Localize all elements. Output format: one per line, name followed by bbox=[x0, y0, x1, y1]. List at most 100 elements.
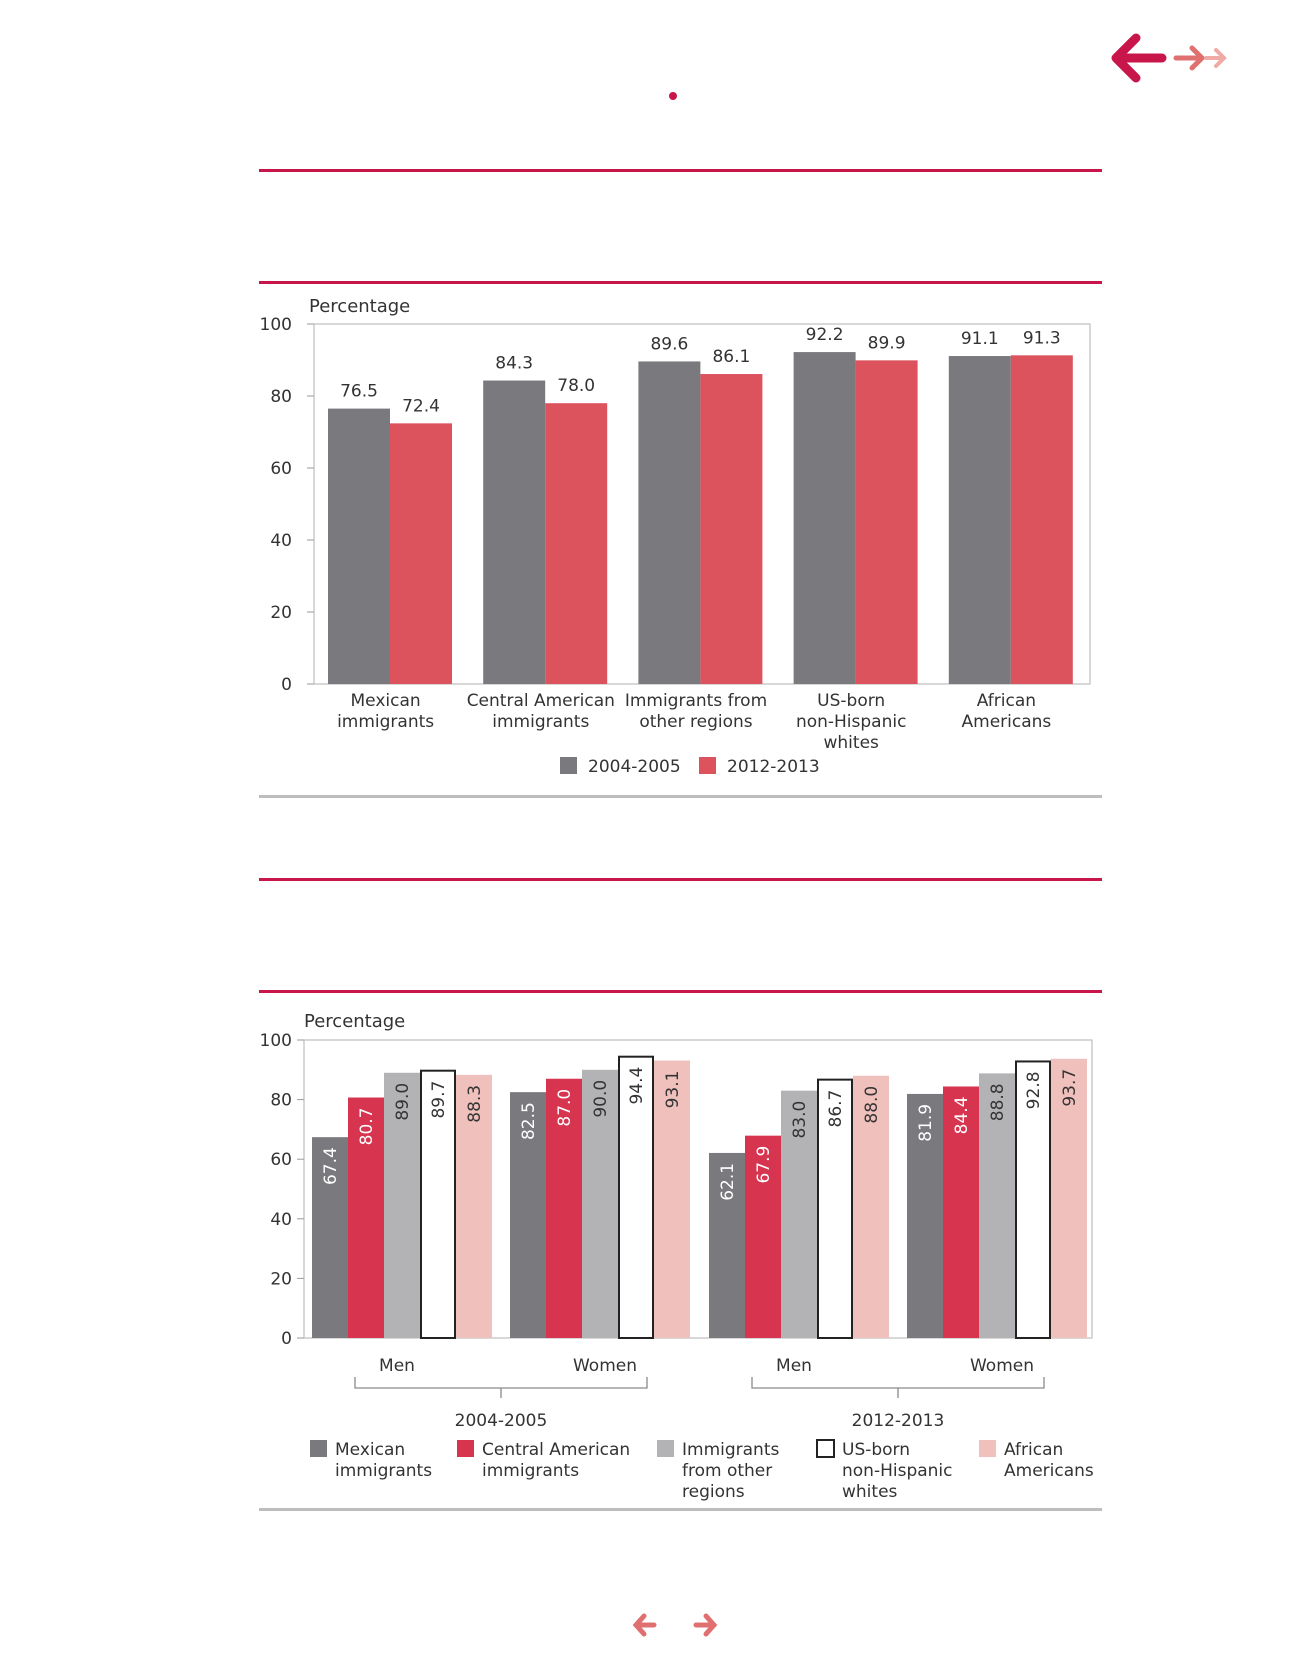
data-label: 67.4 bbox=[321, 1147, 341, 1185]
bar bbox=[618, 1055, 654, 1339]
legend-swatch bbox=[560, 757, 577, 774]
arrow-left-icon[interactable] bbox=[1108, 28, 1168, 88]
data-label: 82.5 bbox=[519, 1102, 539, 1140]
legend-swatch bbox=[979, 1440, 996, 1457]
x-tick-label: immigrants bbox=[492, 712, 589, 732]
legend-swatch bbox=[457, 1440, 474, 1457]
bar bbox=[328, 408, 390, 684]
data-label: 91.3 bbox=[1023, 328, 1061, 348]
data-label: 93.7 bbox=[1060, 1069, 1080, 1107]
data-label: 72.4 bbox=[402, 396, 440, 416]
section-rule-middle bbox=[259, 878, 1102, 881]
legend-swatch bbox=[657, 1440, 674, 1457]
data-label: 89.6 bbox=[650, 334, 688, 354]
legend-label: US-born bbox=[842, 1440, 910, 1460]
legend-label: immigrants bbox=[482, 1461, 579, 1481]
legend-label: Central American bbox=[482, 1440, 630, 1460]
group-bracket bbox=[354, 1377, 648, 1398]
legend-label: from other bbox=[682, 1461, 772, 1481]
page-dot-marker bbox=[669, 92, 677, 100]
bar bbox=[781, 1090, 817, 1338]
y-tick-label: 20 bbox=[270, 603, 292, 623]
double-arrow-right-icon[interactable] bbox=[1172, 40, 1230, 76]
group-period-label: 2004-2005 bbox=[455, 1411, 548, 1431]
data-label: 88.0 bbox=[862, 1086, 882, 1124]
subgroup-label: Men bbox=[379, 1356, 415, 1376]
arrow-right-icon[interactable] bbox=[692, 1612, 720, 1638]
data-label: 88.8 bbox=[988, 1083, 1008, 1121]
legend-label: 2012-2013 bbox=[727, 757, 820, 777]
bar bbox=[709, 1152, 745, 1338]
bar bbox=[582, 1069, 618, 1338]
data-label: 76.5 bbox=[340, 382, 378, 402]
legend-swatch bbox=[816, 1439, 835, 1458]
data-label: 80.7 bbox=[357, 1108, 377, 1146]
bar bbox=[312, 1137, 348, 1338]
bar bbox=[384, 1072, 420, 1338]
x-tick-label: Americans bbox=[962, 712, 1052, 732]
bar bbox=[390, 423, 452, 684]
legend-swatch bbox=[699, 757, 716, 774]
data-label: 62.1 bbox=[718, 1163, 738, 1201]
legend-label: Mexican bbox=[335, 1440, 405, 1460]
y-tick-label: 0 bbox=[281, 1329, 292, 1349]
chart-2: Percentage 0 20 40 60 80 100 67.4 80.7 89.0 89.7 88… bbox=[260, 1011, 1094, 1502]
bar bbox=[546, 1078, 582, 1338]
data-label: 86.1 bbox=[712, 347, 750, 367]
bar bbox=[1015, 1060, 1051, 1340]
data-label: 91.1 bbox=[961, 329, 999, 349]
data-label: 83.0 bbox=[790, 1101, 810, 1139]
y-tick-label: 40 bbox=[270, 1210, 292, 1230]
subgroup-label: Women bbox=[573, 1356, 637, 1376]
y-tick-label: 100 bbox=[260, 1031, 292, 1051]
y-axis-label: Percentage bbox=[304, 1011, 405, 1032]
data-label: 84.3 bbox=[495, 354, 533, 374]
y-tick-label: 40 bbox=[270, 531, 292, 551]
group-bracket bbox=[751, 1377, 1045, 1398]
figure2-top-rule bbox=[259, 990, 1102, 993]
subgroup-label: Women bbox=[970, 1356, 1034, 1376]
x-tick-label: non-Hispanic bbox=[796, 712, 907, 732]
legend-label: Americans bbox=[1004, 1461, 1094, 1481]
x-tick-label: Mexican bbox=[351, 691, 421, 711]
data-label: 84.4 bbox=[952, 1096, 972, 1134]
bar bbox=[1051, 1058, 1087, 1338]
legend-label: immigrants bbox=[335, 1461, 432, 1481]
bar bbox=[654, 1060, 690, 1338]
x-tick-label: other regions bbox=[639, 712, 752, 732]
subgroup-label: Men bbox=[776, 1356, 812, 1376]
bar bbox=[907, 1093, 943, 1338]
data-label: 90.0 bbox=[591, 1080, 611, 1118]
bar bbox=[979, 1073, 1015, 1338]
data-label: 92.8 bbox=[1024, 1071, 1044, 1109]
bar bbox=[348, 1097, 384, 1338]
y-tick-label: 20 bbox=[270, 1269, 292, 1289]
chart-1: Percentage02040608010076.572.4Mexicanimm… bbox=[260, 296, 1091, 777]
legend-label: whites bbox=[842, 1482, 898, 1502]
x-tick-label: immigrants bbox=[337, 712, 434, 732]
bar bbox=[456, 1074, 492, 1338]
arrow-left-icon[interactable] bbox=[630, 1612, 658, 1638]
x-tick-label: whites bbox=[824, 733, 880, 753]
x-tick-label: US-born bbox=[817, 691, 885, 711]
bar bbox=[1010, 355, 1073, 684]
x-tick-label: African bbox=[977, 691, 1036, 711]
data-label: 89.7 bbox=[429, 1081, 449, 1119]
bar bbox=[638, 361, 701, 684]
bar bbox=[948, 356, 1011, 684]
bar bbox=[943, 1086, 979, 1338]
data-label: 92.2 bbox=[806, 325, 844, 345]
legend-label: non-Hispanic bbox=[842, 1461, 953, 1481]
figure1-bottom-rule bbox=[259, 795, 1102, 798]
bar bbox=[483, 380, 546, 684]
figure2-bottom-rule bbox=[259, 1508, 1102, 1511]
bar bbox=[853, 1075, 889, 1338]
data-label: 86.7 bbox=[826, 1090, 846, 1128]
data-label: 94.4 bbox=[627, 1067, 647, 1105]
bar bbox=[793, 352, 856, 684]
bar bbox=[510, 1092, 546, 1338]
data-label: 89.0 bbox=[393, 1083, 413, 1121]
section-rule-top bbox=[259, 169, 1102, 172]
y-tick-label: 60 bbox=[270, 459, 292, 479]
bar bbox=[745, 1135, 781, 1338]
